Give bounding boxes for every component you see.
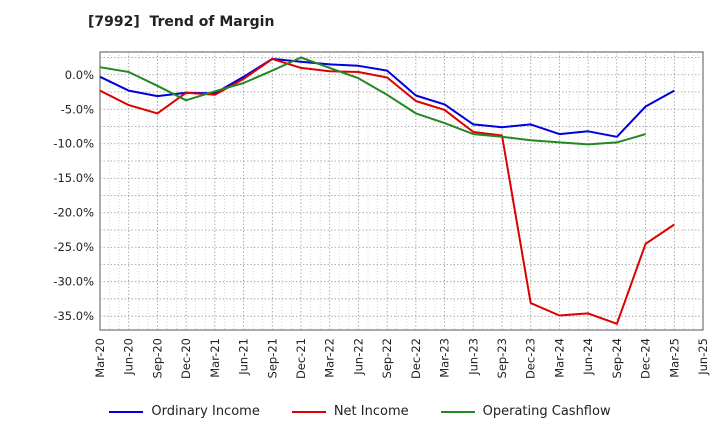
x-tick-label: Sep-23	[495, 338, 509, 378]
x-tick-label: Jun-21	[237, 338, 251, 376]
x-tick-label: Mar-22	[323, 338, 337, 378]
x-tick-label: Sep-22	[380, 338, 394, 378]
y-tick-label: -30.0%	[53, 275, 94, 289]
y-tick-labels: 0.0% -5.0% -10.0% -15.0% -20.0% -25.0% -30.0% -…	[53, 68, 94, 323]
series-line-net-income	[99, 57, 675, 325]
x-tick-label: Dec-20	[179, 338, 193, 379]
x-tick-label: Mar-23	[438, 338, 452, 378]
series-lines	[99, 56, 675, 325]
y-tick-label: -5.0%	[61, 102, 94, 116]
x-tick-label: Dec-21	[294, 338, 308, 379]
legend-label-ordinary-income: Ordinary Income	[151, 404, 260, 419]
y-tick-label: -35.0%	[53, 309, 94, 323]
legend-swatch-operating-cashflow	[440, 410, 475, 413]
x-tick-label: Jun-23	[466, 338, 480, 376]
legend-swatch-net-income	[291, 410, 326, 413]
series-line-operating-cashflow	[99, 56, 646, 146]
legend: Ordinary Income Net Income Operating Cas…	[0, 404, 720, 419]
legend-item-ordinary-income: Ordinary Income	[109, 404, 260, 419]
x-tick-label: Jun-22	[351, 338, 365, 376]
y-tick-label: -20.0%	[53, 206, 94, 220]
x-tick-labels: Mar-20 Jun-20 Sep-20 Dec-20 Mar-21 Jun-21 Sep-…	[93, 338, 710, 379]
x-tick-label: Jun-20	[122, 338, 136, 376]
x-tick-label: Sep-21	[265, 338, 279, 378]
chart-title: [7992] Trend of Margin	[88, 14, 275, 30]
legend-item-operating-cashflow: Operating Cashflow	[440, 404, 611, 419]
x-tick-label: Dec-23	[524, 338, 538, 379]
legend-label-operating-cashflow: Operating Cashflow	[482, 404, 611, 419]
legend-label-net-income: Net Income	[333, 404, 409, 419]
x-tick-label: Sep-20	[150, 338, 164, 378]
x-tick-label: Dec-24	[639, 338, 653, 379]
x-tick-label: Mar-20	[93, 338, 107, 378]
x-tick-label: Dec-22	[409, 338, 423, 379]
legend-item-net-income: Net Income	[291, 404, 409, 419]
y-tick-label: -10.0%	[53, 137, 94, 151]
y-tick-label: -25.0%	[53, 240, 94, 254]
legend-swatch-ordinary-income	[109, 410, 144, 413]
grid-lines	[100, 52, 703, 330]
x-tick-label: Jun-24	[581, 338, 595, 376]
x-tick-label: Jun-25	[696, 338, 710, 376]
x-tick-label: Mar-21	[208, 338, 222, 378]
y-tick-label: -15.0%	[53, 171, 94, 185]
margin-chart: 0.0% -5.0% -10.0% -15.0% -20.0% -25.0% -30.0% -…	[53, 51, 710, 379]
x-tick-label: Mar-25	[667, 338, 681, 378]
x-tick-label: Sep-24	[610, 338, 624, 378]
x-tick-label: Mar-24	[552, 338, 566, 378]
plot-area	[99, 51, 704, 331]
y-tick-label: 0.0%	[65, 68, 94, 82]
